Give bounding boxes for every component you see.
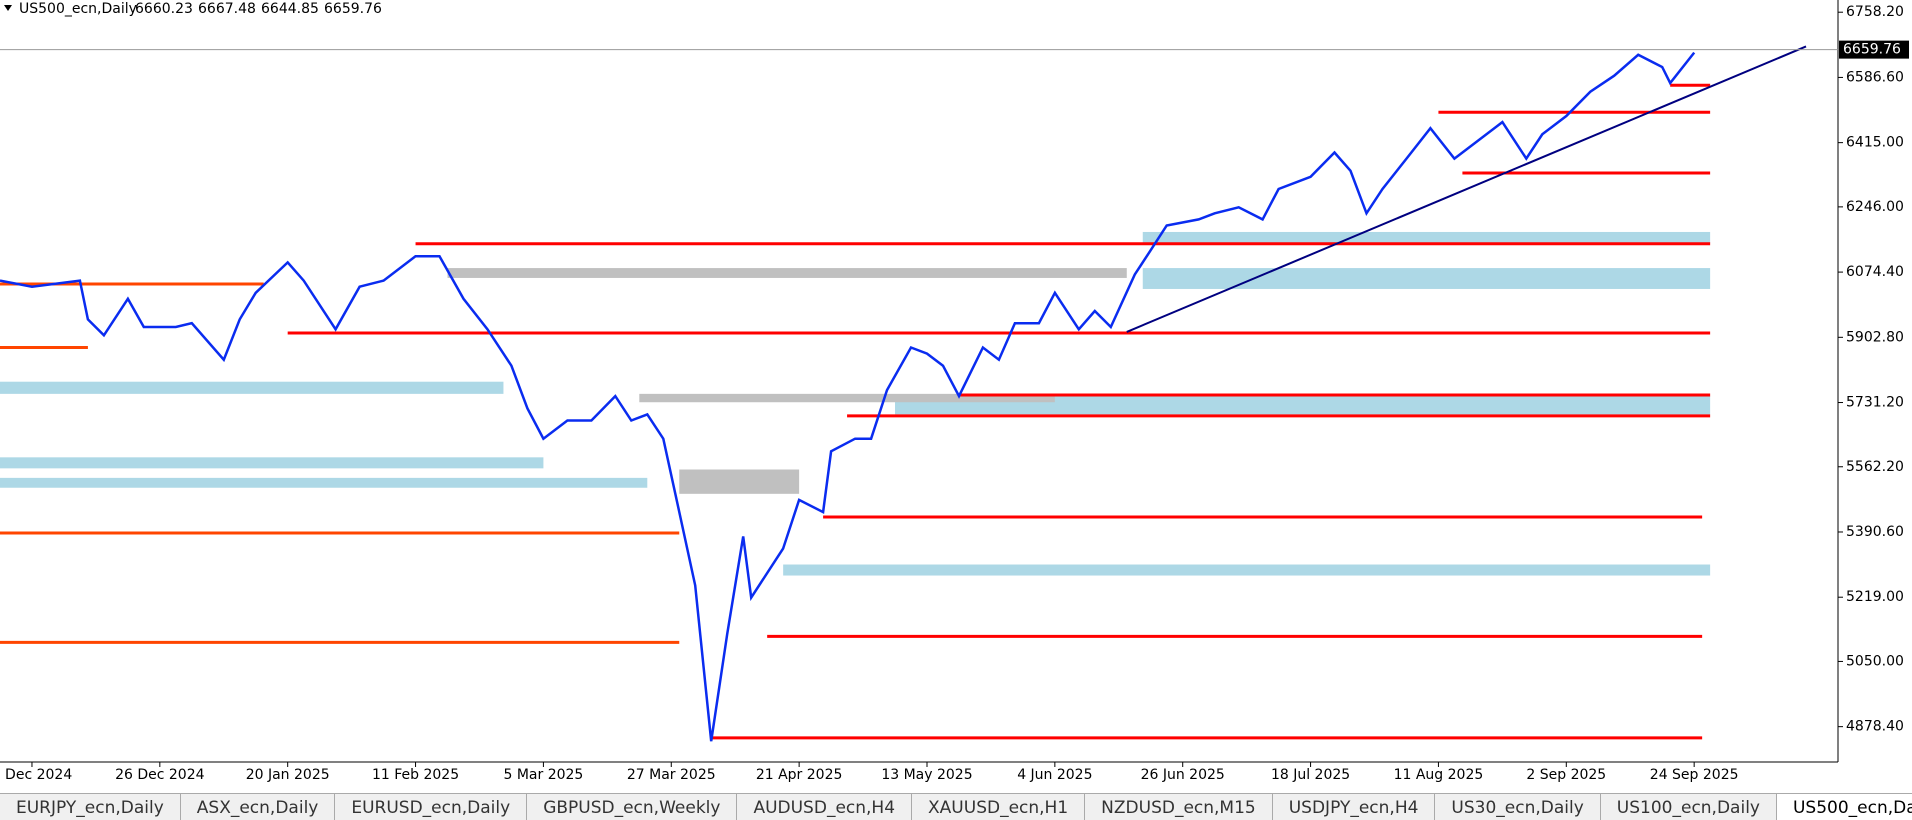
y-tick-label: 5731.20 xyxy=(1846,395,1904,411)
x-tick-label: 26 Jun 2025 xyxy=(1141,767,1225,783)
low: 6644.85 xyxy=(261,1,319,17)
y-tick-label: 6586.60 xyxy=(1846,69,1904,85)
last-price-box xyxy=(1839,40,1909,59)
x-tick-label: 27 Mar 2025 xyxy=(627,767,716,783)
y-tick-label: 5219.00 xyxy=(1846,589,1904,605)
tab[interactable]: NZDUSD_ecn,M15 xyxy=(1085,794,1273,820)
y-tick-label: 6415.00 xyxy=(1846,135,1904,151)
zone xyxy=(679,469,800,494)
x-tick-label: 13 May 2025 xyxy=(881,767,972,783)
tab[interactable]: GBPUSD_ecn,Weekly xyxy=(527,794,738,820)
x-tick-label: 11 Aug 2025 xyxy=(1394,767,1484,783)
x-tick-label: 5 Mar 2025 xyxy=(503,767,583,783)
x-tick-label: 26 Dec 2024 xyxy=(115,767,205,783)
zone xyxy=(0,477,648,488)
trend-line xyxy=(1126,45,1807,333)
tab[interactable]: USDJPY_ecn,H4 xyxy=(1273,794,1436,820)
tab[interactable]: EURJPY_ecn,Daily xyxy=(0,794,181,820)
header-icon xyxy=(4,5,12,11)
tab[interactable]: AUDUSD_ecn,H4 xyxy=(737,794,913,820)
zone xyxy=(783,564,1711,576)
open: 6660.23 xyxy=(135,1,193,17)
symbol: US500_ecn,Daily xyxy=(19,1,137,17)
x-tick-label: 24 Sep 2025 xyxy=(1650,767,1739,783)
y-tick-label: 5562.20 xyxy=(1846,459,1904,475)
y-tick-label: 4878.40 xyxy=(1846,719,1904,735)
chart: US500_ecn,Daily 6660.23 6667.48 6644.85 … xyxy=(0,0,1909,783)
tab[interactable]: US500_ecn,Daily xyxy=(1776,794,1912,820)
zone xyxy=(895,396,1711,415)
y-tick-label: 5902.80 xyxy=(1846,329,1904,345)
x-tick-label: 21 Apr 2025 xyxy=(756,767,843,783)
close: 6659.76 xyxy=(324,1,382,17)
tab-bar: EURJPY_ecn,Daily ASX_ecn,Daily EURUSD_ecn,… xyxy=(0,793,1912,820)
last-price-label: 6659.76 xyxy=(1843,42,1901,58)
zone xyxy=(1142,268,1711,289)
y-tick-label: 6246.00 xyxy=(1846,199,1904,215)
zone xyxy=(0,457,544,469)
zone xyxy=(0,381,504,394)
zone xyxy=(639,393,1055,403)
x-tick-label: 2 Sep 2025 xyxy=(1526,767,1606,783)
tab[interactable]: EURUSD_ecn,Daily xyxy=(335,794,528,820)
tab[interactable]: ASX_ecn,Daily xyxy=(181,794,336,820)
price-line xyxy=(0,51,1696,742)
high: 6667.48 xyxy=(198,1,256,17)
y-tick-label: 5050.00 xyxy=(1846,653,1904,669)
zone xyxy=(1142,231,1711,244)
x-tick-label: 3 Dec 2024 xyxy=(0,767,72,783)
tab[interactable]: US30_ecn,Daily xyxy=(1435,794,1601,820)
y-tick-label: 5390.60 xyxy=(1846,524,1904,540)
x-tick-label: 11 Feb 2025 xyxy=(372,767,459,783)
y-tick-label: 6758.20 xyxy=(1846,4,1904,20)
y-tick-label: 6074.40 xyxy=(1846,264,1904,280)
tab[interactable]: US100_ecn,Daily xyxy=(1601,794,1777,820)
x-tick-label: 20 Jan 2025 xyxy=(246,767,330,783)
x-tick-label: 18 Jul 2025 xyxy=(1271,767,1350,783)
x-tick-label: 4 Jun 2025 xyxy=(1017,767,1092,783)
tab[interactable]: XAUUSD_ecn,H1 xyxy=(912,794,1086,820)
zone xyxy=(447,268,1127,278)
